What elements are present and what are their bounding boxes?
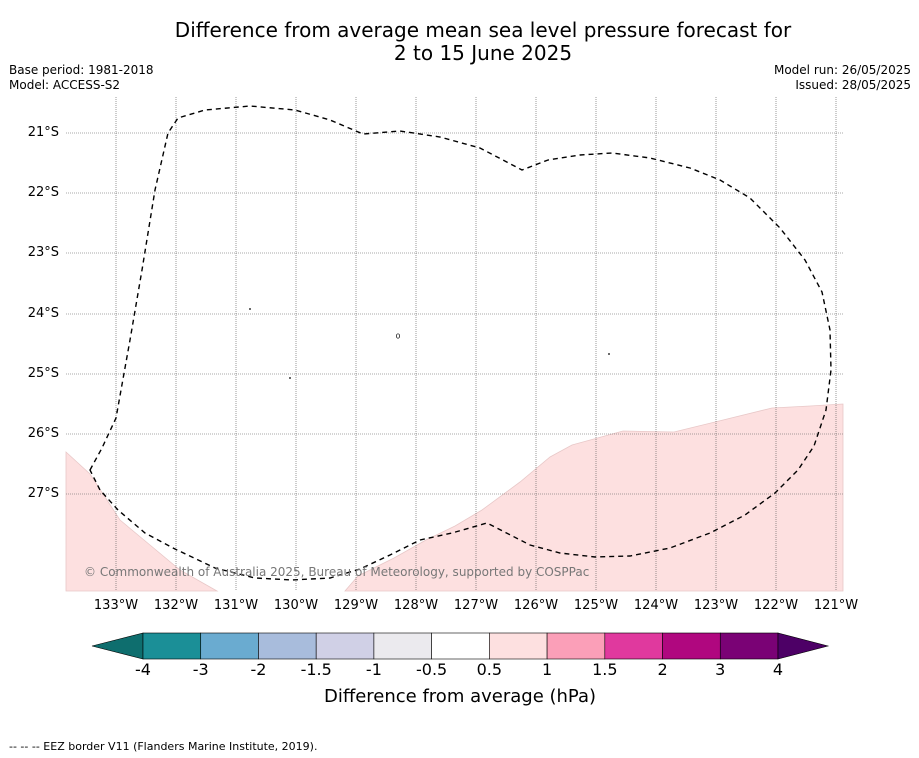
- island-marker: [289, 377, 291, 379]
- lat-label: 21°S: [27, 125, 59, 140]
- island-marker: [396, 333, 400, 339]
- lat-label: 26°S: [27, 426, 59, 441]
- lon-label: 133°W: [93, 598, 139, 613]
- colorbar-box: [546, 632, 606, 660]
- colorbar-box: [489, 632, 548, 660]
- footnote: -- -- -- EEZ border V11 (Flanders Marine…: [9, 740, 318, 753]
- lon-label: 127°W: [453, 598, 499, 613]
- colorbar-box: [373, 632, 432, 660]
- colorbar-box: [142, 632, 202, 660]
- colorbar-box: [258, 632, 317, 660]
- lon-label: 123°W: [693, 598, 739, 613]
- lon-label: 126°W: [513, 598, 559, 613]
- lon-label: 128°W: [393, 598, 439, 613]
- island-marker: [608, 353, 610, 355]
- lon-label: 121°W: [813, 598, 859, 613]
- issued-date: Issued: 28/05/2025: [795, 78, 911, 92]
- colorbar-tick-label: -2: [250, 660, 267, 679]
- model-name: Model: ACCESS-S2: [9, 78, 121, 92]
- colorbar-tick-label: 4: [772, 660, 784, 679]
- island-marker: [249, 308, 251, 310]
- anomaly-region-west: [65, 451, 219, 592]
- colorbar: [91, 632, 830, 660]
- colorbar-box: [315, 632, 375, 660]
- colorbar-arrow-right: [777, 632, 830, 660]
- anomaly-region: [344, 403, 844, 592]
- lat-label: 27°S: [27, 486, 59, 501]
- copyright-notice: © Commonwealth of Australia 2025, Bureau…: [84, 565, 590, 579]
- lon-label: 131°W: [213, 598, 259, 613]
- colorbar-tick-label: -3: [192, 660, 209, 679]
- colorbar-tick-label: 3: [715, 660, 726, 679]
- latitude-gridlines: [66, 132, 843, 495]
- title-line-1: Difference from average mean sea level p…: [174, 18, 792, 42]
- meta-right: Model run: 26/05/2025 Issued: 28/05/2025: [774, 63, 911, 93]
- colorbar-box: [431, 632, 490, 660]
- colorbar-tick-label: 1: [541, 660, 553, 679]
- longitude-gridlines: [115, 97, 837, 591]
- colorbar-box: [662, 632, 721, 660]
- lat-label: 24°S: [27, 306, 59, 321]
- colorbar-tick-label: -0.5: [416, 660, 448, 679]
- lon-label: 122°W: [753, 598, 799, 613]
- lon-label: 125°W: [573, 598, 619, 613]
- colorbar-arrow-left: [91, 632, 144, 660]
- colorbar-title: Difference from average (hPa): [323, 686, 597, 707]
- base-period: Base period: 1981-2018: [9, 63, 154, 77]
- colorbar-tick-label: 2: [657, 660, 668, 679]
- colorbar-tick-label: 0.5: [476, 660, 503, 679]
- colorbar-tick-label: 1.5: [592, 660, 618, 679]
- meta-left: Base period: 1981-2018 Model: ACCESS-S2: [9, 63, 154, 93]
- title-line-2: 2 to 15 June 2025: [393, 41, 573, 65]
- lon-label: 132°W: [153, 598, 199, 613]
- colorbar-tick-label: -4: [135, 660, 151, 679]
- lon-label: 130°W: [273, 598, 319, 613]
- lon-label: 129°W: [333, 598, 379, 613]
- lon-label: 124°W: [633, 598, 679, 613]
- colorbar-tick-label: -1: [365, 660, 382, 679]
- colorbar-tick-label: -1.5: [300, 660, 332, 679]
- colorbar-box: [200, 632, 259, 660]
- colorbar-box: [604, 632, 663, 660]
- lat-label: 23°S: [27, 245, 59, 260]
- lat-label: 22°S: [27, 185, 59, 200]
- lat-label: 25°S: [27, 366, 59, 381]
- colorbar-box: [719, 632, 779, 660]
- model-run: Model run: 26/05/2025: [773, 63, 911, 77]
- map-title: Difference from average mean sea level p…: [60, 19, 906, 65]
- eez-border: [89, 105, 832, 581]
